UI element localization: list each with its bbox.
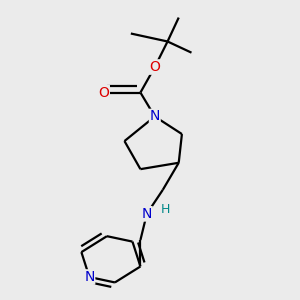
Text: H: H bbox=[161, 202, 170, 215]
Text: O: O bbox=[149, 60, 160, 74]
Text: N: N bbox=[150, 110, 160, 124]
Text: O: O bbox=[98, 85, 109, 100]
Text: N: N bbox=[142, 207, 152, 221]
Text: N: N bbox=[84, 270, 94, 284]
